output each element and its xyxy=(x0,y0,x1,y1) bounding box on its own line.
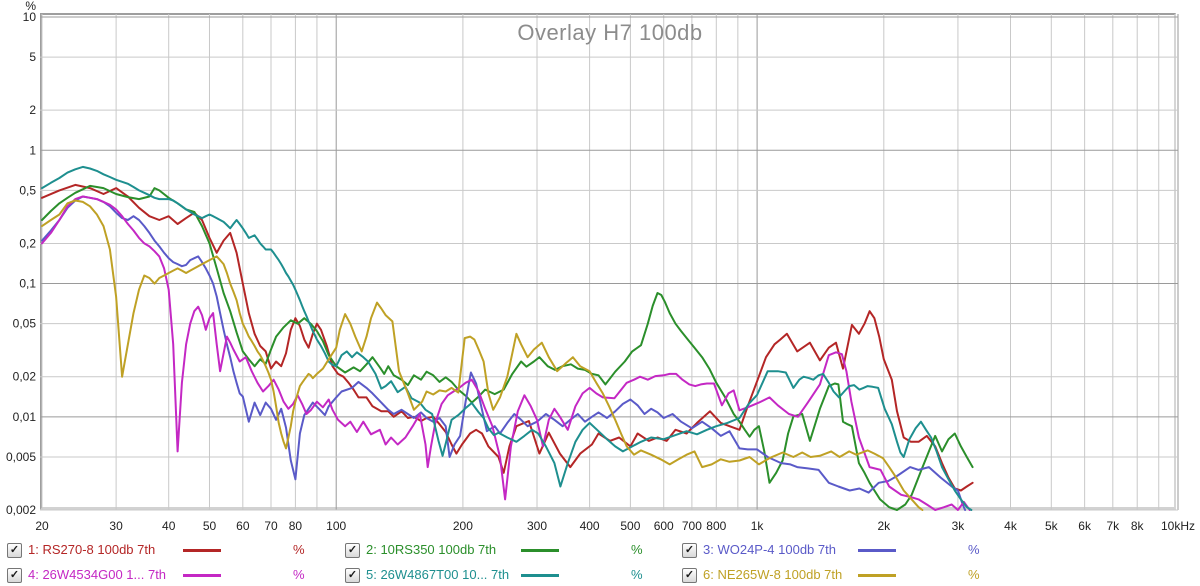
x-tick-label: 100 xyxy=(326,519,346,533)
x-tick-label: 20 xyxy=(35,519,49,533)
y-tick-label: 1 xyxy=(29,143,36,157)
legend-swatch-1 xyxy=(183,549,221,552)
legend-label-4: 4: 26W4534G00 1... 7th xyxy=(28,567,167,582)
legend-checkbox-1-icon[interactable]: ✓ xyxy=(7,543,22,558)
legend-unit-5: % xyxy=(631,567,643,582)
curve-2 xyxy=(41,184,974,511)
legend-item-2[interactable]: ✓ 2: 10RS350 100db 7th % xyxy=(343,542,678,560)
plot-frame xyxy=(40,13,1176,510)
legend-label-1: 1: RS270-8 100db 7th xyxy=(28,542,156,557)
y-tick-label: 0,1 xyxy=(19,277,36,291)
legend-swatch-5 xyxy=(521,574,559,577)
legend-checkbox-5-icon[interactable]: ✓ xyxy=(345,568,360,583)
legend-unit-4: % xyxy=(293,567,305,582)
legend-unit-2: % xyxy=(631,542,643,557)
y-tick-label: 2 xyxy=(29,103,36,117)
y-tick-label: 5 xyxy=(29,50,36,64)
curve-1 xyxy=(41,183,974,492)
x-tick-label: 8k xyxy=(1131,519,1145,533)
y-tick-label: 0,5 xyxy=(19,183,36,197)
x-tick-label: 30 xyxy=(109,519,123,533)
y-tick-label: 0,02 xyxy=(13,370,37,384)
curve-3 xyxy=(41,195,967,511)
x-tick-label: 40 xyxy=(162,519,176,533)
x-tick-label: 10kHz xyxy=(1161,519,1195,533)
x-tick-label: 80 xyxy=(289,519,303,533)
x-tick-label: 400 xyxy=(580,519,600,533)
x-tick-label: 70 xyxy=(264,519,278,533)
legend-swatch-2 xyxy=(521,549,559,552)
legend-unit-3: % xyxy=(968,542,980,557)
x-tick-label: 700 xyxy=(682,519,702,533)
x-tick-label: 3k xyxy=(952,519,966,533)
x-tick-label: 800 xyxy=(706,519,726,533)
x-tick-label: 7k xyxy=(1106,519,1120,533)
x-tick-label: 5k xyxy=(1045,519,1059,533)
y-tick-label: 0,2 xyxy=(19,236,36,250)
legend-swatch-3 xyxy=(858,549,896,552)
y-tick-label: 0,005 xyxy=(6,450,36,464)
legend-item-4[interactable]: ✓ 4: 26W4534G00 1... 7th % xyxy=(5,567,340,585)
y-tick-label: 0,002 xyxy=(6,503,36,517)
legend-item-6[interactable]: ✓ 6: NE265W-8 100db 7th % xyxy=(680,567,1015,585)
y-tick-label: 0,05 xyxy=(13,317,37,331)
y-axis-unit: % xyxy=(25,0,36,13)
legend-checkbox-3-icon[interactable]: ✓ xyxy=(682,543,697,558)
y-tick-label: 10 xyxy=(23,10,37,24)
legend-checkbox-2-icon[interactable]: ✓ xyxy=(345,543,360,558)
x-tick-label: 6k xyxy=(1078,519,1092,533)
legend-checkbox-4-icon[interactable]: ✓ xyxy=(7,568,22,583)
legend-label-2: 2: 10RS350 100db 7th xyxy=(366,542,497,557)
x-tick-label: 2k xyxy=(877,519,891,533)
x-tick-label: 60 xyxy=(236,519,250,533)
curve-6 xyxy=(41,199,924,511)
legend-item-3[interactable]: ✓ 3: WO24P-4 100db 7th % xyxy=(680,542,1015,560)
legend-unit-6: % xyxy=(968,567,980,582)
x-tick-label: 200 xyxy=(453,519,473,533)
x-tick-label: 600 xyxy=(654,519,674,533)
curve-5 xyxy=(41,165,973,511)
legend-unit-1: % xyxy=(293,542,305,557)
distortion-chart: %10 5 2 1 0,5 0,2 0,1 0,05 0,02 0,01 0,005 0,002 20 3… xyxy=(6,0,1195,533)
legend-item-5[interactable]: ✓ 5: 26W4867T00 10... 7th % xyxy=(343,567,678,585)
legend-label-3: 3: WO24P-4 100db 7th xyxy=(703,542,836,557)
chart-title: Overlay H7 100db xyxy=(517,20,703,45)
x-tick-label: 300 xyxy=(527,519,547,533)
x-tick-label: 50 xyxy=(203,519,217,533)
x-tick-label: 1k xyxy=(751,519,765,533)
y-tick-label: 0,01 xyxy=(13,410,37,424)
legend-label-6: 6: NE265W-8 100db 7th xyxy=(703,567,843,582)
legend-swatch-6 xyxy=(858,574,896,577)
x-tick-label: 500 xyxy=(620,519,640,533)
legend-item-1[interactable]: ✓ 1: RS270-8 100db 7th % xyxy=(5,542,340,560)
legend-swatch-4 xyxy=(183,574,221,577)
curve-4 xyxy=(41,195,971,511)
legend-label-5: 5: 26W4867T00 10... 7th xyxy=(366,567,510,582)
legend-checkbox-6-icon[interactable]: ✓ xyxy=(682,568,697,583)
x-tick-label: 4k xyxy=(1004,519,1018,533)
